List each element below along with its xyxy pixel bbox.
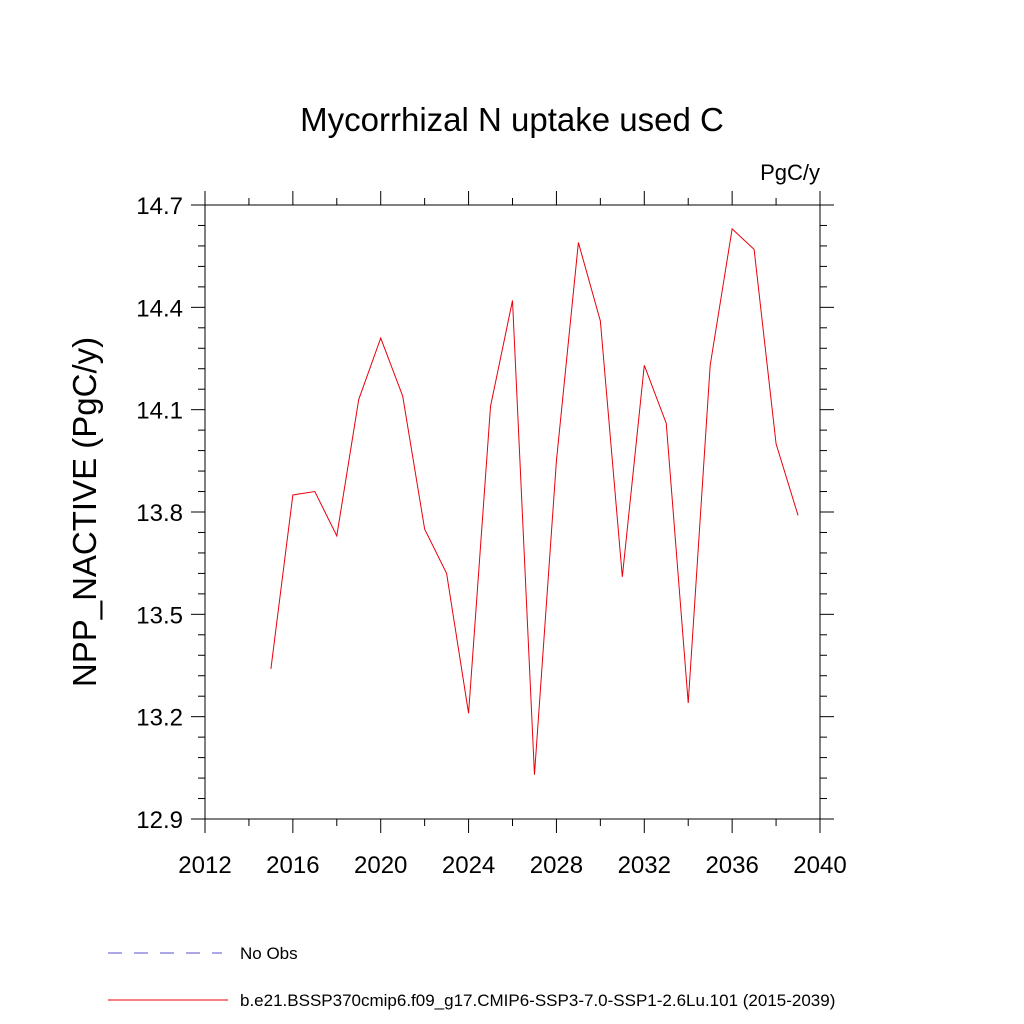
x-tick-label: 2032 [618,852,671,879]
y-axis-label: NPP_NACTIVE (PgC/y) [66,337,103,687]
units-label: PgC/y [760,160,820,185]
y-tick-label: 13.2 [136,705,183,732]
x-tick-label: 2016 [266,852,319,879]
x-axis-ticks: 2012 2016 2020 2024 2028 2032 2036 2040 [178,191,847,879]
legend-label-model-run: b.e21.BSSP370cmip6.f09_g17.CMIP6-SSP3-7.… [240,991,835,1010]
x-tick-label: 2012 [178,852,231,879]
y-tick-label: 14.1 [136,398,183,425]
y-tick-label: 12.9 [136,807,183,834]
x-tick-label: 2020 [354,852,407,879]
series-layer [270,227,799,775]
y-tick-label: 14.4 [136,295,183,322]
legend-label-no-obs: No Obs [240,944,298,963]
x-tick-label: 2036 [705,852,758,879]
x-tick-label: 2028 [530,852,583,879]
y-tick-label: 13.5 [136,602,183,629]
x-tick-label: 2024 [442,852,495,879]
y-tick-label: 13.8 [136,500,183,527]
x-tick-label: 2040 [793,852,846,879]
series-line [270,227,799,775]
y-tick-label: 14.7 [136,193,183,220]
chart-title: Mycorrhizal N uptake used C [300,101,724,138]
y-axis-ticks: 12.9 13.2 13.5 13.8 14.1 14.4 14.7 [136,193,834,834]
legend: No Obs b.e21.BSSP370cmip6.f09_g17.CMIP6-… [108,944,835,1010]
plot-frame [204,204,821,820]
